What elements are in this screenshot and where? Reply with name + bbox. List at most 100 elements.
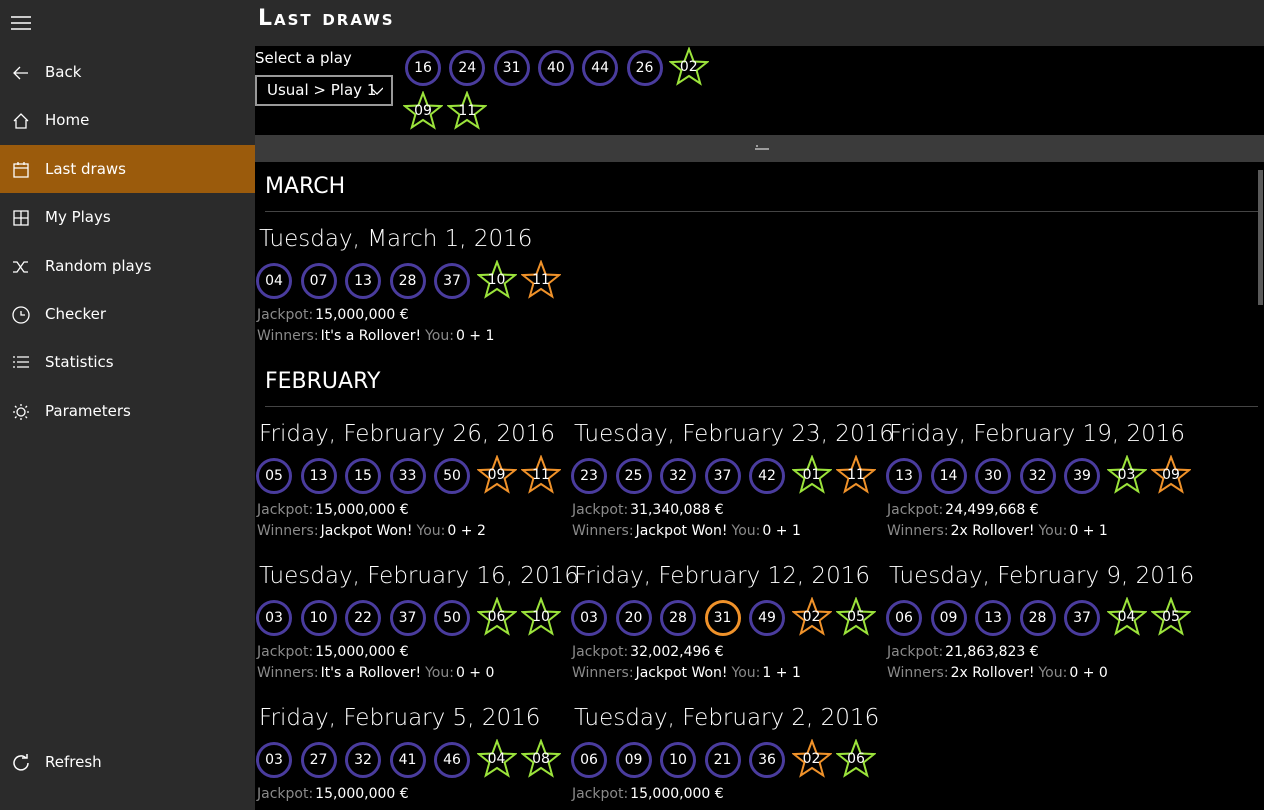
number-ball: 14 — [930, 458, 967, 494]
info-line: Winners: It's a Rollover! You: 0 + 0 — [257, 665, 498, 681]
nav-label: My Plays — [45, 208, 111, 227]
info-line: Jackpot: 24,499,668 € — [887, 502, 1043, 518]
info-line: Winners: 2x Rollover! You: 0 + 1 — [887, 523, 1112, 539]
jackpot-label: Jackpot: — [887, 502, 944, 518]
winners: Jackpot Won! — [635, 665, 728, 681]
star-ball: 05 — [1151, 597, 1191, 637]
star-ball: 09 — [1151, 455, 1191, 495]
nav-label: Back — [45, 63, 82, 81]
number-ball: 27 — [300, 742, 337, 778]
number-ball: 28 — [660, 600, 696, 636]
number-ball: 10 — [300, 600, 337, 636]
draws-list: MARCH Tuesday, March 1, 2016 04 07 13 28 37 10 1… — [255, 162, 1258, 810]
number-ball: 33 — [389, 458, 426, 494]
number-ball: 25 — [615, 458, 652, 494]
number-ball: 03 — [256, 600, 292, 636]
info-line: Jackpot: 15,000,000 € — [572, 786, 728, 802]
nav-item[interactable]: Random plays — [0, 242, 255, 290]
you-label: You: — [1038, 523, 1068, 539]
you: 0 + 1 — [762, 523, 801, 539]
star-ball: 11 — [447, 91, 488, 131]
star-number: 11 — [532, 272, 550, 288]
winners-label: Winners: — [257, 328, 319, 344]
jackpot: 32,002,496 € — [630, 644, 724, 660]
star-ball: 10 — [521, 597, 561, 637]
nav-label: Home — [45, 111, 90, 130]
collapse-bar[interactable] — [255, 135, 1264, 162]
star-number: 03 — [1117, 467, 1136, 483]
you-label: You: — [416, 523, 446, 539]
star-number: 10 — [532, 609, 550, 625]
nav-item[interactable]: Checker — [0, 290, 255, 338]
jackpot: 15,000,000 € — [315, 307, 409, 323]
menu-button[interactable] — [11, 15, 33, 31]
star-ball: 06 — [836, 739, 876, 779]
month-header: FEBRUARY — [265, 369, 381, 394]
jackpot-label: Jackpot: — [257, 307, 314, 323]
info-line: Jackpot: 15,000,000 € — [257, 786, 413, 802]
number-ball: 32 — [1019, 458, 1056, 494]
nav-item[interactable]: Statistics — [0, 338, 255, 386]
star-number: 09 — [1162, 467, 1180, 483]
info-line: Jackpot: 15,000,000 € — [257, 307, 413, 323]
number-ball: 20 — [615, 600, 652, 636]
nav-item[interactable]: My Plays — [0, 193, 255, 241]
number-ball: 31 — [704, 600, 741, 636]
number-ball: 28 — [389, 263, 426, 299]
star-ball: 02 — [668, 47, 709, 87]
number-ball: 26 — [626, 50, 663, 86]
number-ball: 31 — [493, 50, 530, 86]
number-ball: 37 — [704, 458, 741, 494]
nav-label: Last draws — [45, 159, 126, 178]
star-number: 11 — [458, 103, 477, 119]
number-ball: 37 — [389, 600, 426, 636]
jackpot: 15,000,000 € — [315, 644, 409, 660]
month-header: MARCH — [265, 174, 346, 199]
star-number: 04 — [1117, 609, 1136, 625]
jackpot-label: Jackpot: — [572, 786, 629, 802]
dropdown-value: Usual > Play 1 — [267, 81, 377, 99]
star-ball: 09 — [476, 455, 517, 495]
jackpot: 15,000,000 € — [315, 786, 409, 802]
number-ball: 07 — [300, 263, 337, 299]
star-number: 11 — [847, 467, 865, 483]
star-number: 06 — [487, 609, 506, 625]
number-ball: 49 — [749, 600, 785, 636]
you-label: You: — [425, 328, 454, 344]
winners: 2x Rollover! — [950, 665, 1035, 681]
info-line: Jackpot: 15,000,000 € — [257, 502, 413, 518]
jackpot: 21,863,823 € — [945, 644, 1039, 660]
number-ball: 23 — [571, 458, 607, 494]
number-ball: 13 — [886, 458, 922, 494]
nav-item[interactable]: Back — [0, 48, 255, 96]
sidebar: Refresh Back Home Last draws My Plays Random… — [0, 0, 255, 810]
jackpot: 15,000,000 € — [315, 502, 409, 518]
star-ball: 04 — [476, 739, 517, 779]
winners: Jackpot Won! — [320, 523, 413, 539]
star-number: 02 — [802, 609, 821, 625]
draw-date: Friday, February 12, 2016 — [574, 563, 870, 589]
star-number: 08 — [532, 751, 550, 767]
number-ball: 50 — [434, 600, 470, 636]
star-ball: 08 — [521, 739, 561, 779]
number-ball: 09 — [615, 742, 652, 778]
star-ball: 11 — [836, 455, 876, 495]
page-title: Last draws — [258, 6, 395, 31]
number-ball: 03 — [256, 742, 292, 778]
you: 0 + 0 — [455, 665, 495, 681]
play-dropdown[interactable]: Usual > Play 1 — [255, 75, 393, 106]
info-line: Winners: Jackpot Won! You: 0 + 2 — [257, 523, 490, 539]
nav-item[interactable]: Last draws — [0, 144, 255, 193]
nav-item[interactable]: Parameters — [0, 387, 255, 435]
draw-date: Tuesday, February 23, 2016 — [574, 421, 894, 447]
number-ball: 13 — [345, 263, 381, 299]
winners-label: Winners: — [887, 665, 949, 681]
winners: It's a Rollover! — [320, 665, 422, 681]
number-ball: 41 — [389, 742, 426, 778]
you-label: You: — [1038, 665, 1068, 681]
nav-item[interactable]: Home — [0, 96, 255, 144]
refresh-button[interactable]: Refresh — [0, 738, 255, 786]
jackpot-label: Jackpot: — [572, 644, 629, 660]
scrollbar[interactable] — [1258, 170, 1263, 305]
